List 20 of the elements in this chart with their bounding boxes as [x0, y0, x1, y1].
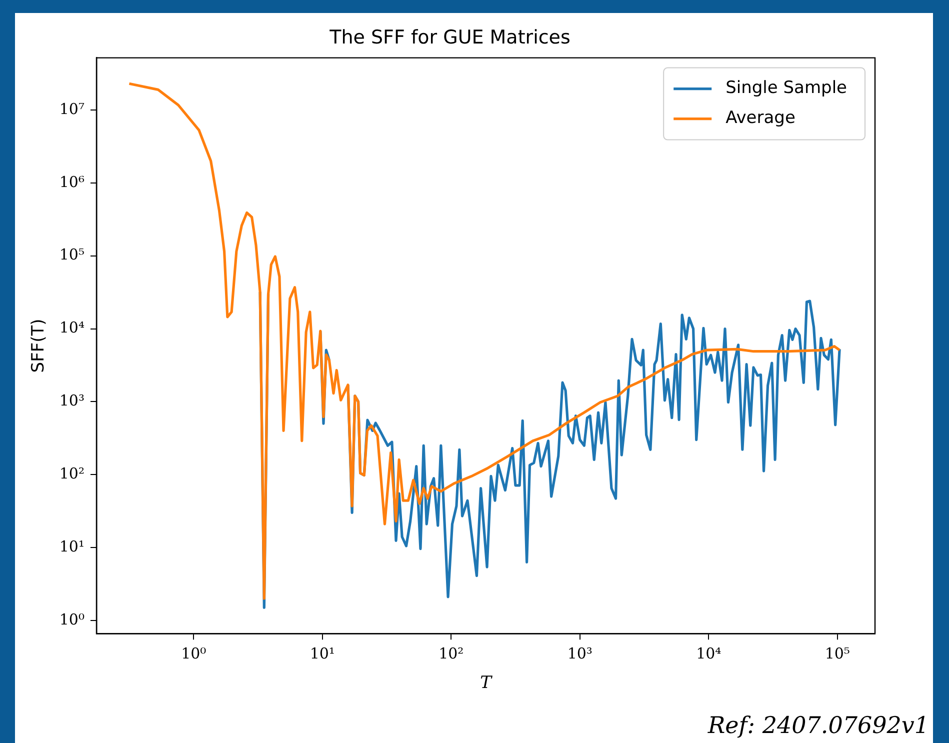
x-tick-label: 10³: [567, 644, 592, 662]
y-axis-title: SFF(T): [28, 318, 49, 373]
text: Ref: 2407.07692v1: [708, 713, 929, 739]
y-tick-label: 10²: [59, 464, 84, 482]
y-tick-label: 10⁴: [59, 318, 84, 337]
legend-label: Average: [726, 108, 796, 128]
y-tick-label: 10¹: [59, 537, 84, 556]
x-tick-label: 10¹: [310, 644, 335, 662]
x-tick-label: 10²: [438, 644, 464, 662]
chart-title: The SFF for GUE Matrices: [328, 26, 570, 48]
y-tick-label: 10⁵: [59, 246, 84, 264]
x-tick-label: 10⁴: [696, 644, 722, 662]
y-tick-label: 10⁶: [59, 172, 84, 191]
y-tick-label: 10⁷: [59, 100, 84, 118]
y-tick-label: 10⁰: [59, 610, 84, 628]
x-axis-title: T: [480, 673, 494, 694]
y-tick-label: 10³: [59, 392, 84, 410]
x-tick-label: 10⁰: [181, 644, 206, 662]
legend-label: Single Sample: [726, 78, 848, 98]
x-tick-label: 10⁵: [824, 644, 850, 662]
